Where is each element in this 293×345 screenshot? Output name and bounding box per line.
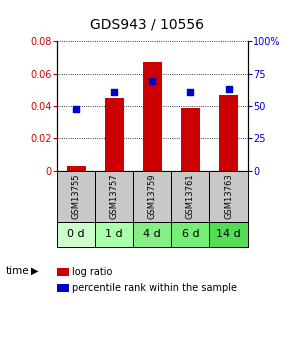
Bar bbox=[57, 222, 95, 247]
Text: 14 d: 14 d bbox=[216, 229, 241, 239]
Text: GSM13763: GSM13763 bbox=[224, 174, 233, 219]
Text: 4 d: 4 d bbox=[144, 229, 161, 239]
Point bbox=[226, 87, 231, 92]
Bar bbox=[133, 170, 171, 222]
Point bbox=[74, 106, 79, 111]
Text: time: time bbox=[6, 266, 30, 276]
Text: 6 d: 6 d bbox=[182, 229, 199, 239]
Bar bbox=[219, 95, 238, 170]
Bar bbox=[95, 222, 133, 247]
Bar bbox=[67, 166, 86, 170]
Point bbox=[150, 79, 155, 84]
Text: GSM13757: GSM13757 bbox=[110, 174, 119, 219]
Bar bbox=[181, 108, 200, 170]
Text: 1 d: 1 d bbox=[105, 229, 123, 239]
Point bbox=[112, 89, 117, 95]
Text: GDS943 / 10556: GDS943 / 10556 bbox=[89, 17, 204, 31]
Text: GSM13761: GSM13761 bbox=[186, 174, 195, 219]
Text: ▶: ▶ bbox=[31, 266, 38, 276]
Bar bbox=[95, 170, 133, 222]
Text: 0 d: 0 d bbox=[67, 229, 85, 239]
Text: GSM13759: GSM13759 bbox=[148, 174, 157, 219]
Bar bbox=[209, 170, 248, 222]
Bar bbox=[105, 98, 124, 170]
Bar bbox=[171, 170, 209, 222]
Bar bbox=[209, 222, 248, 247]
Bar bbox=[133, 222, 171, 247]
Bar bbox=[57, 170, 95, 222]
Text: log ratio: log ratio bbox=[72, 267, 112, 277]
Text: GSM13755: GSM13755 bbox=[72, 174, 81, 219]
Text: percentile rank within the sample: percentile rank within the sample bbox=[72, 283, 237, 293]
Bar bbox=[171, 222, 209, 247]
Point bbox=[188, 89, 193, 95]
Bar bbox=[143, 62, 162, 170]
